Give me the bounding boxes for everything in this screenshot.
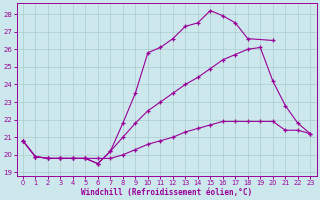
X-axis label: Windchill (Refroidissement éolien,°C): Windchill (Refroidissement éolien,°C) — [81, 188, 252, 197]
